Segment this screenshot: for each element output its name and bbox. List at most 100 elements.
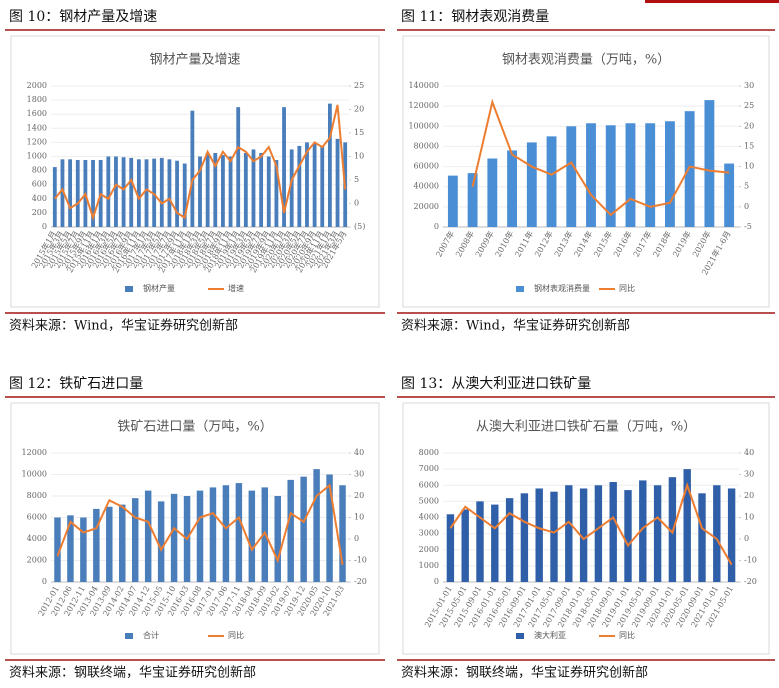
bar <box>305 142 309 227</box>
bar <box>80 517 87 582</box>
y2-tick-label: 0 <box>354 534 359 543</box>
bar <box>282 107 286 227</box>
y-tick-label: 0 <box>434 222 439 231</box>
y-tick-label: 0 <box>42 577 47 586</box>
y2-tick-label: -5 <box>744 222 752 231</box>
bar <box>175 160 179 227</box>
bar <box>339 485 346 582</box>
bar <box>106 156 111 227</box>
y2-tick-label: -20 <box>354 577 367 586</box>
bar <box>446 514 455 582</box>
y-tick-label: 1400 <box>27 123 47 132</box>
bar <box>222 485 230 582</box>
corner-bar <box>645 0 779 3</box>
bar <box>507 150 517 227</box>
bar <box>54 517 61 582</box>
y2-tick-label: 30 <box>744 81 754 90</box>
legend-label: 钢材表观消费量 <box>534 283 590 293</box>
bar <box>491 504 499 582</box>
y2-tick-label: -10 <box>354 556 367 565</box>
legend-label: 钢材产量 <box>143 283 175 293</box>
legend-label: 同比 <box>619 283 635 293</box>
panel-source: 资料来源：Wind，华宝证券研究创新部 <box>9 318 238 334</box>
chart-title: 钢材表观消费量（万吨，%） <box>502 53 670 68</box>
bar <box>300 476 307 582</box>
y2-tick-label: 20 <box>744 491 754 500</box>
y-tick-label: 2000 <box>27 556 47 565</box>
bar <box>106 506 113 582</box>
y-tick-label: 1200 <box>27 137 47 146</box>
bar <box>327 103 332 227</box>
y2-tick-label: 5 <box>744 182 749 191</box>
bar <box>198 156 202 227</box>
panel-source: 资料来源：Wind，华宝证券研究创新部 <box>401 318 630 334</box>
y-tick-label: 6000 <box>419 480 439 489</box>
y-tick-label: 1000 <box>27 152 47 161</box>
bar <box>476 501 484 582</box>
y2-tick-label: 40 <box>354 448 364 457</box>
bar <box>131 498 139 582</box>
bar <box>313 469 320 582</box>
bar <box>727 488 736 582</box>
bar <box>75 160 80 227</box>
bar <box>605 125 616 227</box>
bar <box>461 509 469 582</box>
y-tick-label: 0 <box>42 222 47 231</box>
y-tick-label: 7000 <box>419 464 439 473</box>
y-tick-label: 8000 <box>27 491 47 500</box>
y-tick-label: 4000 <box>419 513 439 522</box>
legend-label: 同比 <box>619 630 635 640</box>
bar <box>625 123 636 227</box>
bar <box>159 157 164 227</box>
bar <box>144 490 152 582</box>
y2-tick-label: 40 <box>744 448 754 457</box>
y-tick-label: 6000 <box>27 513 47 522</box>
panel-heading: 图 13：从澳大利亚进口铁矿量 <box>401 376 591 392</box>
y2-tick-label: 10 <box>744 513 754 522</box>
legend-label: 增速 <box>228 283 244 293</box>
bar <box>52 167 57 227</box>
y2-tick-label: -20 <box>744 577 757 586</box>
bar <box>535 488 543 582</box>
y2-tick-label: 0 <box>744 534 749 543</box>
bar <box>205 152 210 227</box>
bar <box>297 145 302 227</box>
bar <box>645 123 656 227</box>
y-tick-label: 80000 <box>414 141 439 150</box>
bar <box>665 121 675 227</box>
bar <box>609 482 617 582</box>
bar <box>505 498 514 582</box>
bar <box>251 149 256 227</box>
bar <box>289 149 294 227</box>
bar <box>287 479 294 582</box>
y2-tick-label: 20 <box>354 105 364 114</box>
bar <box>565 485 573 582</box>
bar <box>704 100 715 227</box>
bar <box>550 491 558 582</box>
legend-label: 同比 <box>228 630 244 640</box>
bar <box>170 493 178 582</box>
y2-tick-label: 20 <box>744 121 754 130</box>
y-tick-label: 0 <box>434 577 439 586</box>
y-tick-label: 3000 <box>419 529 439 538</box>
bar <box>546 136 557 227</box>
y-tick-label: 60000 <box>414 162 439 171</box>
bar <box>68 159 73 227</box>
bar <box>93 508 100 582</box>
bar <box>335 138 340 227</box>
panel-source: 资料来源：钢联终端，华宝证券研究创新部 <box>401 665 648 681</box>
y2-tick-label: 5 <box>354 175 359 184</box>
line <box>449 482 733 566</box>
bar <box>182 163 187 227</box>
y2-tick-label: 20 <box>354 491 364 500</box>
y-tick-label: 400 <box>32 194 47 203</box>
y2-tick-label: 0 <box>354 199 359 208</box>
bar <box>487 158 498 227</box>
y2-tick-label: 15 <box>354 128 364 137</box>
legend-swatch <box>125 633 133 639</box>
bar <box>594 485 603 582</box>
bar <box>190 110 195 227</box>
bar <box>526 142 537 227</box>
bar <box>91 160 95 227</box>
bar <box>579 488 588 582</box>
